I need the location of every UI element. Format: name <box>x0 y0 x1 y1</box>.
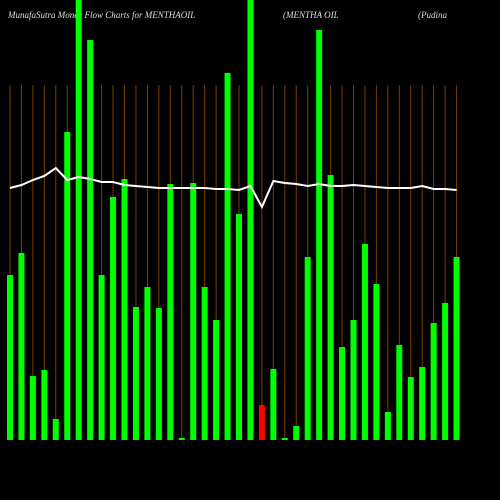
chart-subtitle: (MENTHA OIL <box>283 10 339 20</box>
bar <box>350 320 357 440</box>
bar <box>121 179 128 440</box>
bar <box>361 244 368 440</box>
bars <box>7 0 460 440</box>
bar <box>327 175 334 440</box>
bar <box>247 0 254 440</box>
bar <box>453 257 460 440</box>
bar <box>52 419 59 440</box>
bar <box>41 370 48 440</box>
bar <box>396 345 403 440</box>
bar <box>236 214 242 440</box>
bar <box>258 405 265 440</box>
bar <box>201 287 208 440</box>
bar <box>373 284 380 440</box>
bar <box>18 253 25 440</box>
money-flow-line <box>9 166 457 210</box>
bar <box>178 438 185 440</box>
bar <box>442 303 449 440</box>
bar <box>110 197 117 440</box>
bar <box>304 257 311 440</box>
bar <box>316 30 323 440</box>
bar <box>419 367 426 440</box>
bar <box>87 40 94 440</box>
bar <box>430 323 437 440</box>
bar <box>155 308 162 440</box>
bar <box>384 412 391 440</box>
bar <box>224 73 231 440</box>
bar <box>98 275 105 440</box>
bar <box>132 307 139 440</box>
bar <box>270 369 277 440</box>
bar <box>7 275 13 440</box>
bar <box>213 320 220 440</box>
bar <box>75 0 82 440</box>
bar <box>293 426 300 440</box>
bar <box>190 183 197 440</box>
bar <box>29 376 36 440</box>
bar <box>167 184 174 440</box>
bar <box>144 287 151 440</box>
chart-note: (Pudina <box>418 10 447 20</box>
chart-title: MunafaSutra Money Flow Charts for MENTHA… <box>7 10 195 20</box>
bar <box>339 347 346 440</box>
bar <box>281 438 288 440</box>
bar <box>407 377 414 440</box>
bar <box>64 132 71 440</box>
